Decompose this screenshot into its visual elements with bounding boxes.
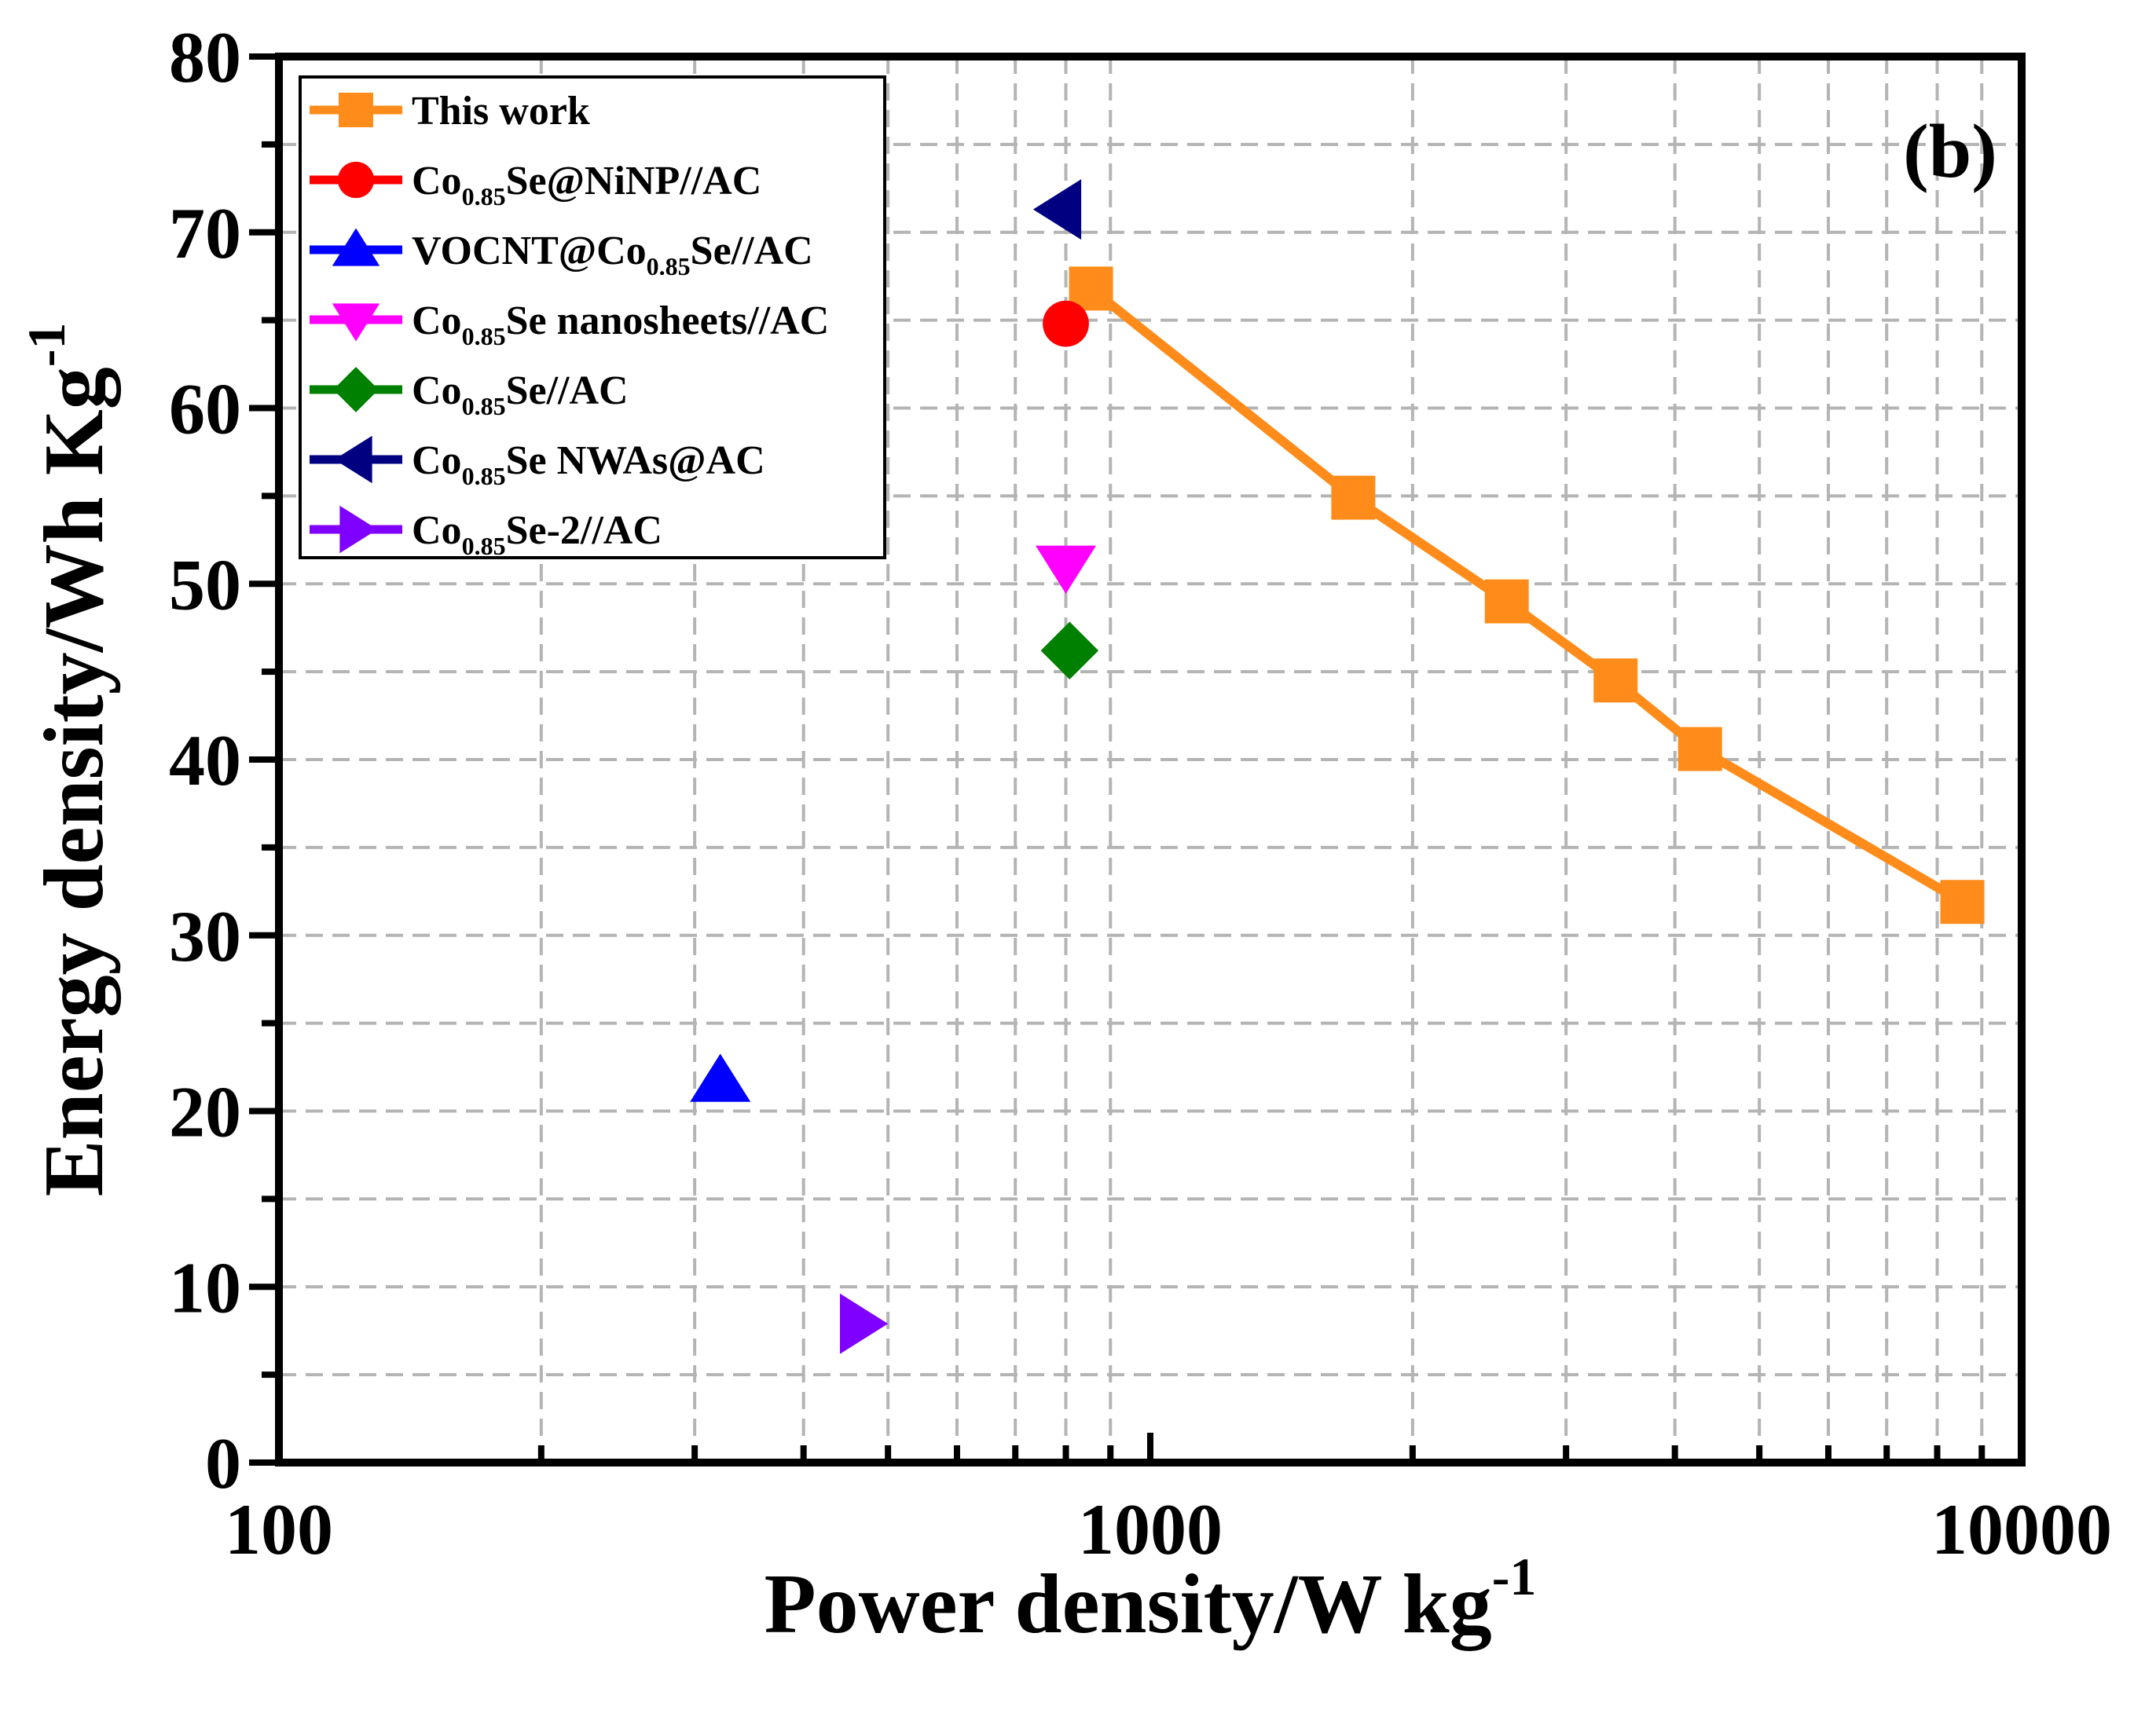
y-axis-title-text: Energy density/Wh Kg (28, 367, 121, 1196)
series-line (1087, 284, 1965, 906)
legend-entry: This work (310, 89, 590, 134)
y-tick-label: 40 (169, 720, 241, 800)
x-tick-label: 1000 (1078, 1489, 1223, 1569)
x-axis-title: Power density/W kg-1 (764, 1547, 1537, 1651)
series-3 (690, 1053, 751, 1102)
series-2 (1043, 300, 1089, 347)
data-point (1678, 727, 1722, 771)
y-tick-label: 30 (169, 896, 241, 976)
legend-entry: Co0.85Se//AC (310, 367, 629, 420)
y-axis-title-superscript: -1 (16, 323, 76, 368)
y-axis-title: Energy density/Wh Kg-1 (16, 323, 121, 1197)
legend: This work Co0.85Se@NiNP//AC VOCNT@Co0.85Se… (299, 75, 886, 560)
legend-label: This work (412, 89, 590, 134)
data-point (1032, 179, 1082, 240)
legend-label: VOCNT@Co0.85Se//AC (412, 229, 813, 280)
series-4 (1036, 545, 1097, 594)
data-point (1036, 545, 1097, 594)
legend-entry: VOCNT@Co0.85Se//AC (310, 228, 813, 280)
data-point (1593, 658, 1638, 703)
legend-swatch-marker (339, 93, 373, 127)
legend-swatch-marker (332, 228, 380, 266)
legend-label: Co0.85Se-2//AC (412, 508, 662, 560)
legend-swatch-marker (333, 367, 379, 412)
y-tick-label: 50 (169, 544, 241, 624)
grid-lines (279, 57, 2022, 1463)
y-tick-label: 0 (205, 1423, 241, 1503)
series-6 (1032, 179, 1082, 240)
legend-entry: Co0.85Se@NiNP//AC (310, 159, 761, 211)
legend-entry: Co0.85Se-2//AC (310, 505, 662, 560)
x-tick-label: 100 (225, 1489, 333, 1569)
legend-swatch-marker (339, 505, 378, 554)
legend-swatch-marker (337, 161, 375, 199)
legend-label: Co0.85Se NWAs@AC (412, 438, 765, 490)
series-7 (839, 1293, 889, 1354)
data-point (1331, 475, 1376, 520)
series-1 (1069, 266, 1985, 925)
x-axis-title-text: Power density/W kg (764, 1558, 1492, 1651)
series-5 (1040, 621, 1099, 680)
legend-swatch-marker (332, 303, 380, 342)
plot-frame (275, 53, 2026, 1466)
y-tick-label: 10 (169, 1247, 241, 1327)
y-tick-label: 20 (169, 1072, 241, 1152)
y-tick-label: 60 (169, 369, 241, 449)
legend-entry: Co0.85Se NWAs@AC (310, 435, 765, 490)
data-series (690, 179, 1985, 1354)
data-point (839, 1293, 889, 1354)
y-tick-label: 80 (169, 17, 241, 97)
data-point (1484, 579, 1529, 624)
legend-label: Co0.85Se@NiNP//AC (412, 159, 761, 211)
panel-label: (b) (1903, 109, 1997, 194)
tick-labels: 100 1000 10000 0 10 20 30 40 50 60 70 80 (169, 17, 2112, 1569)
x-axis-title-superscript: -1 (1492, 1547, 1537, 1606)
legend-swatch-marker (334, 435, 372, 484)
data-point (1940, 880, 1985, 925)
data-point (1043, 300, 1089, 347)
legend-label: Co0.85Se nanosheets//AC (412, 298, 829, 350)
y-tick-label: 70 (169, 193, 241, 273)
data-point (690, 1053, 751, 1102)
legend-label: Co0.85Se//AC (412, 368, 629, 420)
x-tick-label: 10000 (1931, 1489, 2112, 1569)
data-point (1040, 621, 1099, 680)
legend-entry: Co0.85Se nanosheets//AC (310, 298, 829, 350)
